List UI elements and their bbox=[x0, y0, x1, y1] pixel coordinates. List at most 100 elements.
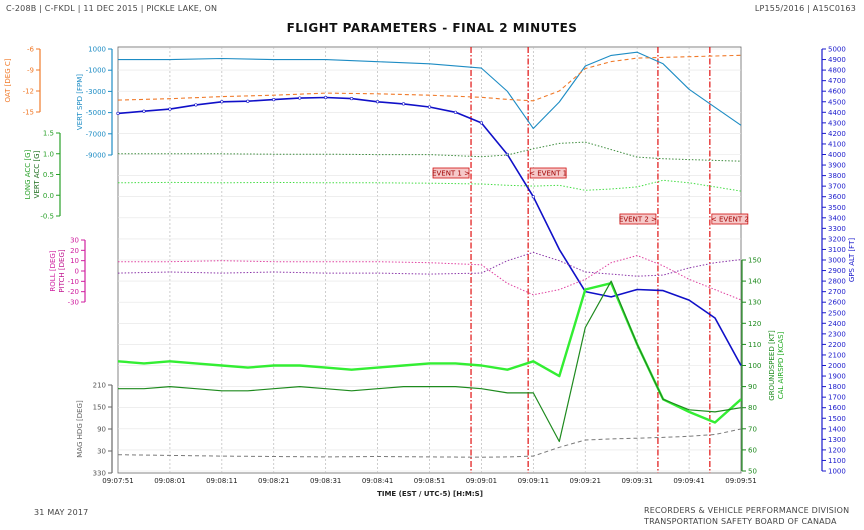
event-label-box bbox=[619, 213, 657, 225]
axis-tick-label: 4800 bbox=[828, 67, 846, 75]
axis-tick-label: 80 bbox=[748, 404, 757, 412]
event-marker: < EVENT 1 bbox=[527, 47, 567, 473]
axis-tick-label: 130 bbox=[748, 299, 761, 307]
event-label: EVENT 2 > bbox=[619, 216, 657, 224]
axis-tick-label: 60 bbox=[748, 446, 757, 454]
axis-tick-label: 3900 bbox=[828, 162, 846, 170]
x-tick-label: 09:09:51 bbox=[725, 477, 756, 485]
series-groundspeed bbox=[118, 280, 742, 443]
axis-tick-label: 210 bbox=[93, 382, 106, 390]
series-line bbox=[117, 179, 742, 192]
series-point bbox=[324, 95, 328, 100]
axis-tick-label: 0.0 bbox=[43, 192, 54, 200]
header-right: LP155/2016 | A15C0163 bbox=[754, 4, 856, 13]
series-point bbox=[427, 105, 432, 109]
x-tick-label: 09:08:31 bbox=[310, 477, 341, 485]
series-point bbox=[350, 96, 354, 101]
axis-tick-label: 5000 bbox=[828, 46, 846, 54]
event-marker: < EVENT 2 bbox=[709, 47, 749, 473]
x-axis-label: TIME (EST / UTC-5) [H:M:S] bbox=[377, 490, 483, 498]
axis-tick-label: 2600 bbox=[828, 299, 846, 307]
axis-att: 30 20 10 0 -10 -20 -30 ROLL [DEG] PITCH [DEG] bbox=[49, 237, 86, 307]
x-tick-label: 09:09:01 bbox=[466, 477, 497, 485]
axis-tick-label: 100 bbox=[748, 362, 761, 370]
axis-tick-label: 3300 bbox=[828, 225, 846, 233]
axis-tick-label: 3800 bbox=[828, 172, 846, 180]
axis-tick-label: -1000 bbox=[86, 67, 106, 75]
axis-tick-label: 1000 bbox=[88, 46, 106, 54]
series-point bbox=[479, 121, 484, 125]
chart-grid bbox=[117, 46, 742, 474]
axis-tick-label: -0.5 bbox=[40, 213, 54, 221]
axis-tick-label: -10 bbox=[68, 278, 79, 286]
axis-tick-label: -5000 bbox=[86, 109, 106, 117]
series-point bbox=[194, 103, 198, 107]
axis-tick-label: 1600 bbox=[828, 404, 846, 412]
axis-tick-label: 20 bbox=[70, 247, 79, 255]
axis-tick-label: 1400 bbox=[828, 425, 846, 433]
axis-tick-label: 70 bbox=[748, 425, 757, 433]
axis-tick-label: 4500 bbox=[828, 98, 846, 106]
axis-title: GROUNDSPEED [KT] bbox=[768, 330, 776, 401]
axis-tick-label: 120 bbox=[748, 320, 761, 328]
series-gps-alt bbox=[116, 95, 742, 366]
series-point bbox=[220, 100, 224, 104]
footer-org-line1: RECORDERS & VEHICLE PERFORMANCE DIVISION bbox=[644, 506, 850, 515]
axis-tick-label: 3400 bbox=[828, 214, 846, 222]
series-vert-spd bbox=[118, 51, 742, 130]
axis-tick-label: 90 bbox=[97, 426, 106, 434]
event-label-box bbox=[529, 167, 567, 179]
axis-tick-label: 1000 bbox=[828, 468, 846, 476]
axis-title-secondary: VERT ACC [G] bbox=[33, 150, 41, 198]
axis-tick-label: -15 bbox=[23, 109, 34, 117]
axis-hdg: 210 150 90 30 330 MAG HDG [DEG] bbox=[76, 382, 113, 478]
axis-tick-label: 4700 bbox=[828, 77, 846, 85]
axis-tick-label: 1900 bbox=[828, 373, 846, 381]
series-mag-hdg bbox=[117, 428, 742, 458]
axis-tick-label: -30 bbox=[68, 299, 79, 307]
axis-tick-label: -3000 bbox=[86, 88, 106, 96]
axis-tick-label: 0 bbox=[75, 268, 79, 276]
series-point bbox=[246, 99, 250, 103]
axis-tick-label: 1100 bbox=[828, 457, 846, 465]
axis-title: GPS ALT [FT] bbox=[848, 238, 856, 282]
axis-tick-label: 150 bbox=[93, 404, 106, 412]
x-tick-label: 09:08:21 bbox=[258, 477, 289, 485]
x-tick-label: 09:09:11 bbox=[518, 477, 549, 485]
axis-title: ROLL [DEG] bbox=[49, 250, 57, 291]
axis-tick-label: 3600 bbox=[828, 193, 846, 201]
axis-acc: 1.5 1.0 0.5 0.0 -0.5 LONG ACC [G] VERT ACC [G] bbox=[24, 130, 61, 221]
axis-tick-label: 3500 bbox=[828, 204, 846, 212]
header-left: C-208B | C-FKDL | 11 DEC 2015 | PICKLE L… bbox=[6, 4, 218, 13]
axis-tick-label: 1300 bbox=[828, 436, 846, 444]
series-line bbox=[117, 54, 742, 102]
event-marker: EVENT 2 > bbox=[619, 47, 659, 473]
series-point bbox=[298, 96, 302, 100]
series-point bbox=[272, 98, 276, 102]
axis-tick-label: -9 bbox=[27, 67, 34, 75]
axis-tick-label: 4100 bbox=[828, 140, 846, 148]
axis-tick-label: 3200 bbox=[828, 235, 846, 243]
x-tick-label: 09:08:41 bbox=[362, 477, 393, 485]
axis-tick-label: 3700 bbox=[828, 183, 846, 191]
x-tick-label: 09:09:21 bbox=[570, 477, 601, 485]
series-point bbox=[531, 195, 535, 199]
axis-tick-label: 3000 bbox=[828, 257, 846, 265]
axis-vs: 1000 -1000 -3000 -5000 -7000 -9000 VERT SPD [F… bbox=[76, 46, 113, 160]
axis-tick-label: 150 bbox=[748, 257, 761, 265]
axis-tick-label: 330 bbox=[93, 470, 106, 478]
x-tick-label: 09:09:31 bbox=[621, 477, 652, 485]
axis-tick-label: -6 bbox=[27, 46, 35, 54]
footer-date: 31 MAY 2017 bbox=[34, 508, 89, 517]
x-tick-label: 09:09:41 bbox=[673, 477, 704, 485]
x-tick-label: 09:08:11 bbox=[206, 477, 237, 485]
series-line bbox=[118, 141, 742, 162]
series-line bbox=[118, 255, 742, 301]
axis-tick-label: 2800 bbox=[828, 278, 846, 286]
axis-title: LONG ACC [G] bbox=[24, 149, 32, 199]
axis-tick-label: 110 bbox=[748, 341, 761, 349]
axis-tick-label: 50 bbox=[748, 468, 757, 476]
axis-title: MAG HDG [DEG] bbox=[76, 400, 84, 458]
series-line bbox=[118, 280, 742, 443]
